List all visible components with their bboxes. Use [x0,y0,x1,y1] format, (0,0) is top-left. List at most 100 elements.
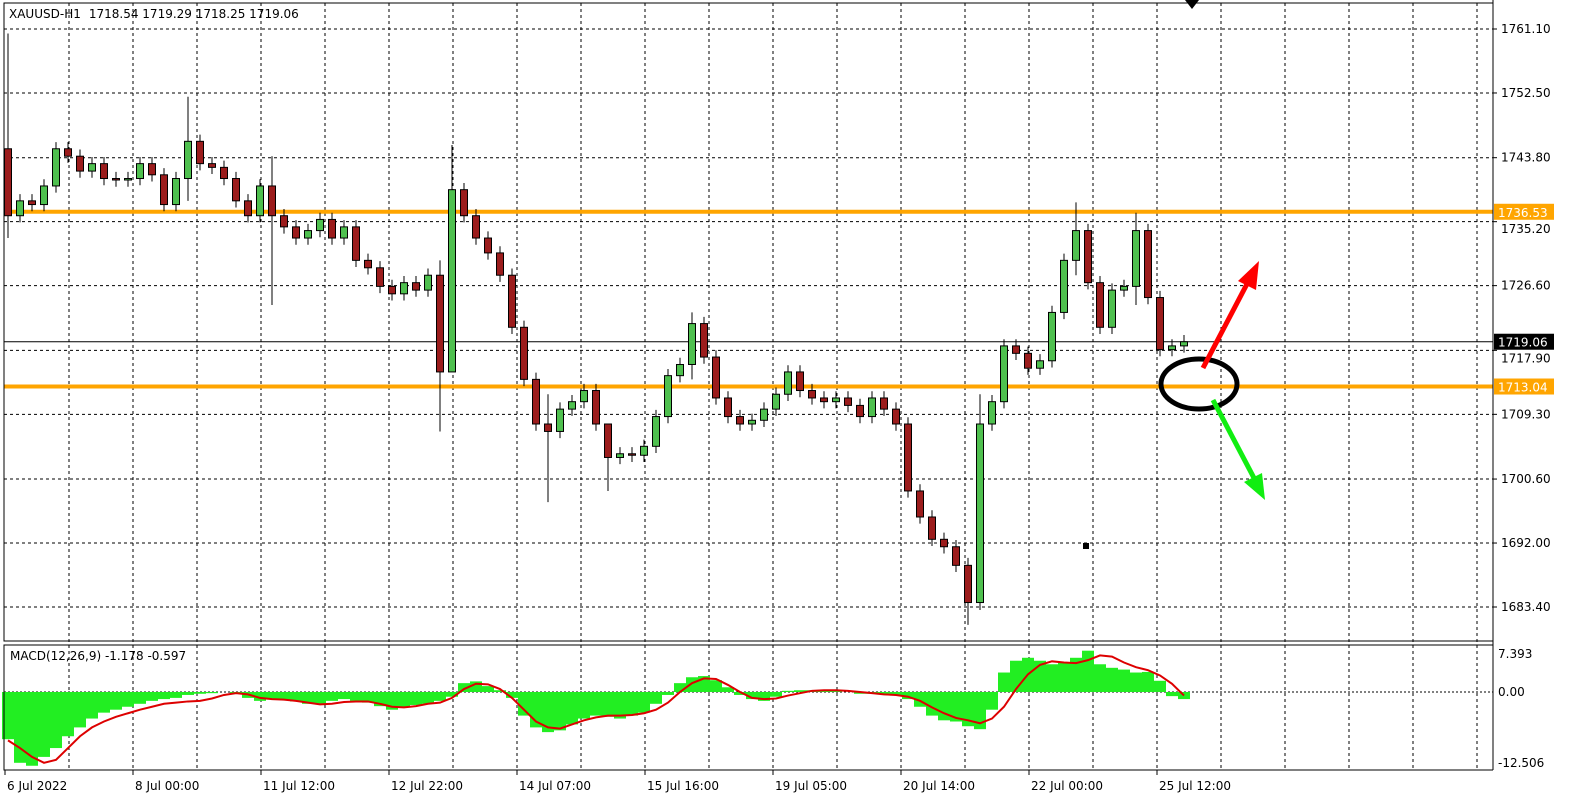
macd-histogram-bar [734,692,746,695]
macd-indicator [2,650,1493,766]
support-resistance-levels[interactable] [4,209,1493,389]
candle-body [64,148,72,157]
candle [1120,279,1128,297]
candle [1132,212,1140,305]
candle [640,439,648,462]
candle-body [688,323,696,365]
macd-histogram-bar [422,692,434,704]
candle-body [928,516,936,540]
square-marker[interactable] [1083,543,1089,549]
candle [712,350,720,405]
macd-histogram-bar [362,692,374,703]
candle-body [268,185,276,217]
candle [1024,346,1032,375]
triangle-down-icon[interactable] [1185,0,1199,9]
candle-body [628,453,636,456]
candle [376,261,384,294]
macd-histogram-bar [278,692,290,700]
candle-body [964,564,972,604]
candle [592,383,600,431]
price-tick-label: 1726.60 [1501,279,1551,293]
macd-histogram-bar [170,692,182,698]
macd-histogram-bar [890,692,902,695]
candle [184,96,192,201]
candle-body [856,404,864,418]
candle-body [760,408,768,421]
candle-body [544,423,552,432]
macd-histogram-bar [254,692,266,701]
macd-tick-label: 7.393 [1498,647,1532,661]
candle-body [652,416,660,447]
macd-histogram-bar [902,692,914,700]
candle [208,156,216,175]
macd-histogram-bar [770,692,782,697]
candle-body [496,252,504,276]
black-ellipse[interactable] [1158,356,1240,412]
level-price-tag [1494,203,1554,220]
candle [580,383,588,409]
candle [628,447,636,462]
candle [1048,305,1056,368]
candle-body [868,397,876,418]
candle-body [1048,311,1056,362]
macd-axis-ticks: 7.393 0.00 -12.506 [1498,647,1544,770]
candle-body [28,200,36,206]
time-tick-label: 6 Jul 2022 [7,779,67,793]
macd-histogram-bar [1106,667,1118,692]
candle [1060,253,1068,320]
macd-histogram-bar [674,683,686,692]
candle [532,372,540,431]
candle-body [772,393,780,410]
macd-tick-label: 0.00 [1498,685,1525,699]
candle [940,532,948,554]
candle [172,171,180,212]
green-arrow-down-icon[interactable] [1210,398,1265,500]
macd-histogram-bar [134,692,146,704]
macd-histogram-bar [758,692,770,701]
macd-histogram-bar [2,692,14,740]
macd-histogram-bar [182,692,194,695]
macd-histogram-bar [1058,662,1070,692]
candle-body [820,397,828,403]
macd-histogram-bar [1178,692,1190,700]
candle-body [280,215,288,228]
price-tick-label: 1709.30 [1501,407,1551,421]
candle-body [712,356,720,399]
macd-histogram-bar [566,692,578,725]
macd-histogram-bar [554,692,566,731]
macd-histogram-bar [830,690,842,692]
symbol: XAUUSD- [9,7,64,21]
candle [1012,339,1020,361]
candle-body [484,237,492,254]
macd-histogram-bar [1130,672,1142,692]
candle-body [988,401,996,425]
candle-body [784,371,792,395]
candle-body [196,140,204,165]
candle-body [1000,345,1008,403]
price-tick-label: 1700.60 [1501,472,1551,486]
candle-body [844,397,852,406]
macd-tick-label: -12.506 [1498,756,1544,770]
level-price-tag [1494,378,1554,395]
candle-body [556,408,564,432]
macd-histogram-bar [410,692,422,705]
macd-histogram-bar [494,690,506,692]
current-price-label: 1719.06 [1498,336,1548,350]
red-arrow-up-icon[interactable] [1200,261,1259,370]
candle [748,413,756,431]
candle [196,134,204,171]
candle [988,394,996,431]
price-axis[interactable] [1493,0,1585,807]
candle [1036,354,1044,375]
macd-histogram-bar [194,692,206,694]
candle-body [376,267,384,287]
macd-histogram-bar [50,692,62,749]
candle [892,402,900,431]
candle [976,394,984,610]
candle-body [1168,345,1176,351]
candle [112,171,120,187]
macd-histogram-bar [746,692,758,700]
candle [256,179,264,223]
candle [160,168,168,212]
